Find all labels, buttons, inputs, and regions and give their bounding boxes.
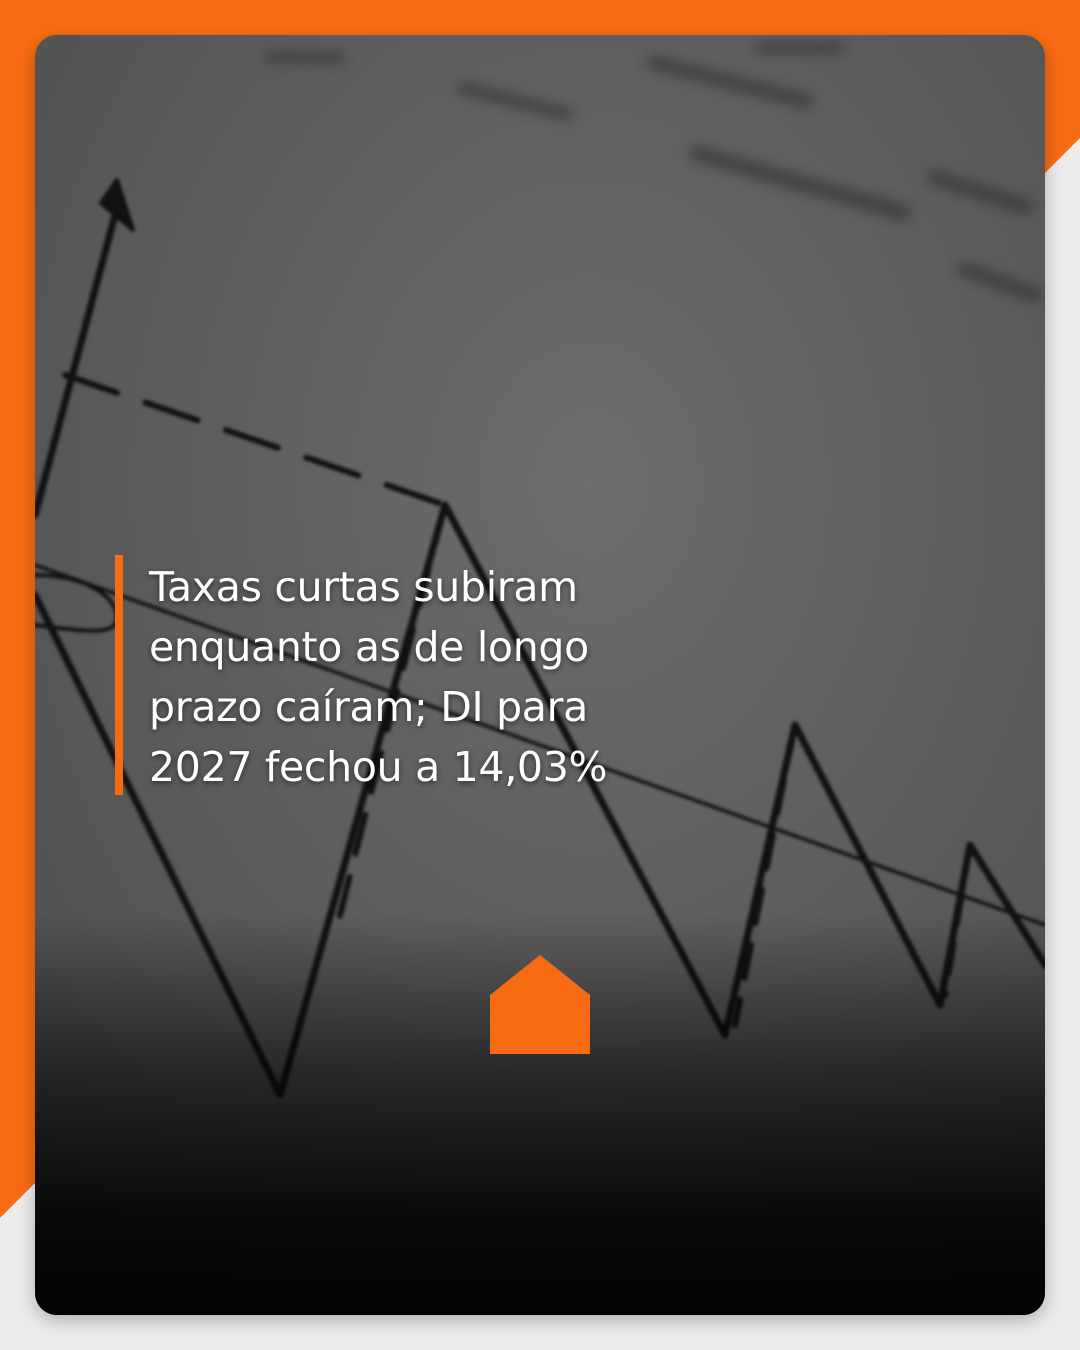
- post-card: Taxas curtas subiram enquanto as de long…: [35, 35, 1045, 1315]
- house-icon: [490, 955, 590, 1054]
- headline-text: Taxas curtas subiram enquanto as de long…: [149, 563, 608, 791]
- bottom-gradient-overlay: [35, 35, 1045, 1315]
- headline-accent-bar: [115, 555, 123, 795]
